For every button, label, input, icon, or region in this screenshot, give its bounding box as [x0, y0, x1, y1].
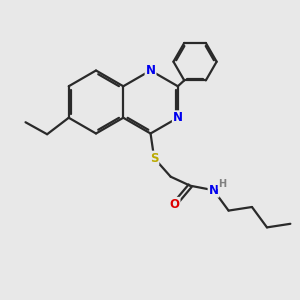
- Text: N: N: [208, 184, 219, 197]
- Text: H: H: [218, 178, 226, 189]
- Text: O: O: [169, 198, 180, 211]
- Text: S: S: [150, 152, 158, 165]
- Text: N: N: [173, 111, 183, 124]
- Text: N: N: [146, 64, 156, 77]
